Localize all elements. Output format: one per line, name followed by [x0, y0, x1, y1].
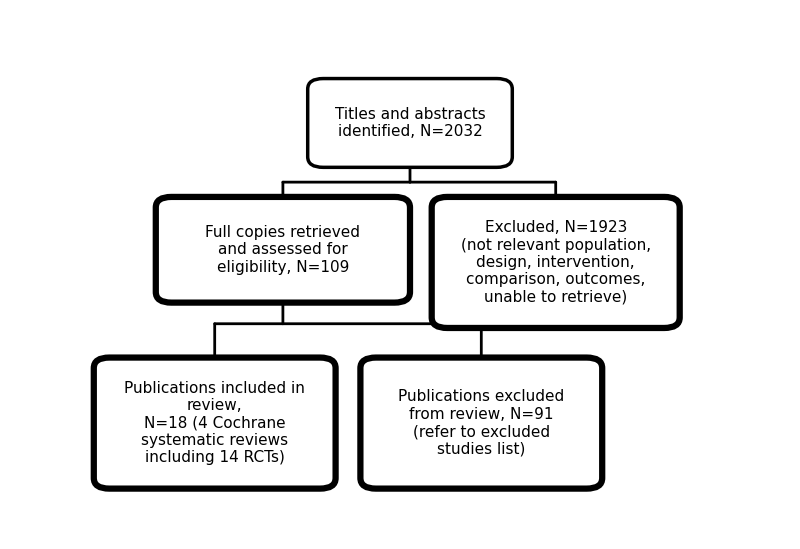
Text: Excluded, N=1923
(not relevant population,
design, intervention,
comparison, out: Excluded, N=1923 (not relevant populatio…	[461, 220, 650, 305]
Text: Titles and abstracts
identified, N=2032: Titles and abstracts identified, N=2032	[334, 107, 486, 139]
FancyBboxPatch shape	[94, 357, 336, 489]
Text: Publications excluded
from review, N=91
(refer to excluded
studies list): Publications excluded from review, N=91 …	[398, 389, 565, 457]
Text: Publications included in
review,
N=18 (4 Cochrane
systematic reviews
including 1: Publications included in review, N=18 (4…	[124, 381, 305, 466]
FancyBboxPatch shape	[432, 197, 680, 328]
FancyBboxPatch shape	[360, 357, 602, 489]
FancyBboxPatch shape	[308, 79, 512, 167]
Text: Full copies retrieved
and assessed for
eligibility, N=109: Full copies retrieved and assessed for e…	[206, 225, 360, 274]
FancyBboxPatch shape	[156, 197, 410, 302]
